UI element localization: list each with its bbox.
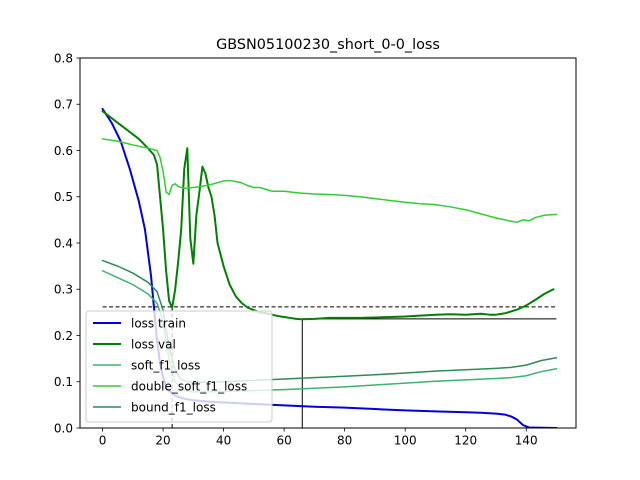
y-tick-label: 0.1	[54, 375, 73, 389]
legend-box	[85, 310, 273, 423]
legend: loss train loss val soft_f1_loss double_sof…	[85, 310, 273, 423]
y-tick-label: 0.0	[54, 421, 73, 435]
y-tick-label: 0.8	[54, 51, 73, 65]
x-tick-label: 120	[454, 434, 477, 448]
legend-label: bound_f1_loss	[131, 400, 216, 414]
legend-label: double_soft_f1_loss	[131, 379, 247, 393]
y-tick-label: 0.4	[54, 236, 73, 250]
y-tick-label: 0.5	[54, 190, 73, 204]
y-axis: 0.0 0.1 0.2 0.3 0.4 0.5 0.6 0.7 0.8	[54, 51, 80, 435]
chart-title: GBSN05100230_short_0-0_loss	[216, 37, 440, 53]
x-tick-label: 0	[99, 434, 107, 448]
series-line-loss val	[101, 110, 555, 321]
y-tick-label: 0.6	[54, 144, 73, 158]
x-tick-label: 40	[216, 434, 231, 448]
legend-label: soft_f1_loss	[131, 358, 200, 372]
y-tick-label: 0.3	[54, 283, 73, 297]
legend-label: loss val	[131, 337, 176, 351]
legend-label: loss train	[131, 316, 186, 330]
x-tick-label: 140	[515, 434, 538, 448]
x-tick-label: 60	[276, 434, 291, 448]
series-line-double-soft-f1-loss	[101, 138, 558, 223]
x-tick-label: 20	[155, 434, 170, 448]
x-axis: 0 20 40 60 80 100 120 140	[99, 428, 538, 448]
x-tick-label: 100	[394, 434, 417, 448]
x-tick-label: 80	[337, 434, 352, 448]
y-tick-label: 0.2	[54, 329, 73, 343]
y-tick-label: 0.7	[54, 98, 73, 112]
